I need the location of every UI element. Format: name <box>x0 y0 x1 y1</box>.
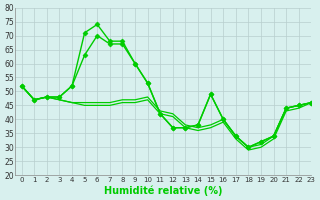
X-axis label: Humidité relative (%): Humidité relative (%) <box>104 185 223 196</box>
